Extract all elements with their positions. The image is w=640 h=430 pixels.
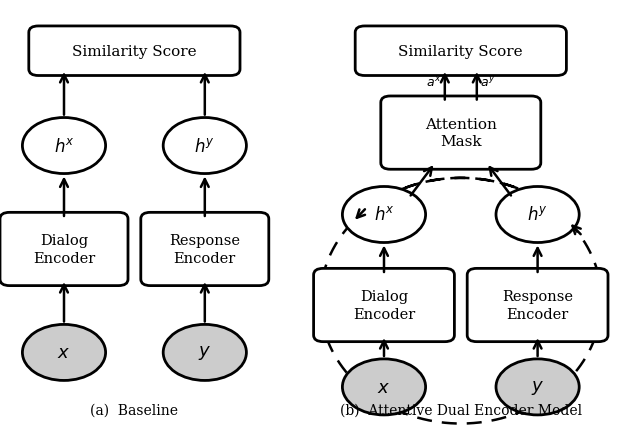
FancyBboxPatch shape <box>141 213 269 286</box>
Circle shape <box>163 118 246 174</box>
Circle shape <box>22 118 106 174</box>
Text: $a^y$: $a^y$ <box>480 75 495 89</box>
FancyBboxPatch shape <box>0 213 128 286</box>
FancyBboxPatch shape <box>355 27 566 77</box>
Text: Attention
Mask: Attention Mask <box>425 118 497 149</box>
Circle shape <box>496 359 579 415</box>
FancyBboxPatch shape <box>314 269 454 342</box>
Text: $x$: $x$ <box>58 344 70 362</box>
Text: Response
Encoder: Response Encoder <box>502 290 573 321</box>
Text: $y$: $y$ <box>531 378 544 396</box>
Text: Dialog
Encoder: Dialog Encoder <box>33 234 95 265</box>
Text: Similarity Score: Similarity Score <box>72 45 196 58</box>
Text: (b)  Attentive Dual Encoder Model: (b) Attentive Dual Encoder Model <box>340 403 582 417</box>
Circle shape <box>22 325 106 381</box>
Text: $y$: $y$ <box>198 344 211 362</box>
Text: $h^y$: $h^y$ <box>527 206 548 224</box>
Text: Dialog
Encoder: Dialog Encoder <box>353 290 415 321</box>
Circle shape <box>342 187 426 243</box>
Text: $h^y$: $h^y$ <box>195 137 215 155</box>
Text: $a^x$: $a^x$ <box>426 75 442 89</box>
FancyBboxPatch shape <box>29 27 240 77</box>
Text: $h^x$: $h^x$ <box>374 206 394 224</box>
Circle shape <box>163 325 246 381</box>
Circle shape <box>342 359 426 415</box>
Text: Response
Encoder: Response Encoder <box>170 234 240 265</box>
FancyBboxPatch shape <box>467 269 608 342</box>
Text: (a)  Baseline: (a) Baseline <box>90 403 179 417</box>
Text: $h^x$: $h^x$ <box>54 137 74 155</box>
Circle shape <box>496 187 579 243</box>
Text: Similarity Score: Similarity Score <box>399 45 523 58</box>
Text: $x$: $x$ <box>378 378 390 396</box>
FancyBboxPatch shape <box>381 97 541 170</box>
